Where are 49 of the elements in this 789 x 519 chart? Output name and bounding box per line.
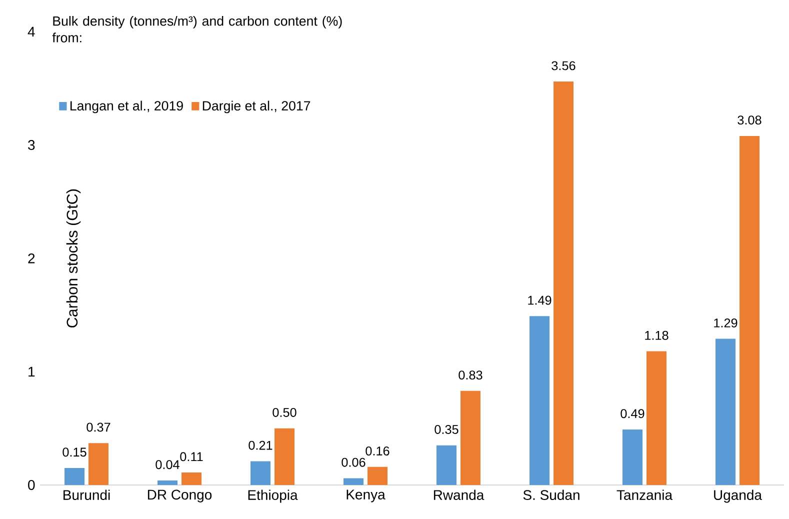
bar: [182, 472, 202, 485]
bar: [158, 480, 178, 485]
bar: [64, 468, 84, 485]
bar: [740, 136, 760, 485]
x-tick-label: Uganda: [714, 490, 762, 503]
bar: [436, 445, 456, 485]
bar: [460, 390, 480, 485]
data-label: 0.21: [248, 440, 272, 450]
y-tick-label: 0: [28, 480, 35, 490]
data-label: 1.29: [714, 318, 738, 328]
data-label: 0.50: [272, 408, 296, 417]
data-label: 3.56: [552, 61, 576, 70]
bar: [622, 429, 642, 485]
y-axis-title: Carbon stocks (GtC): [66, 189, 81, 328]
x-tick-label: S. Sudan: [523, 490, 580, 500]
data-label: 0.15: [62, 448, 86, 457]
bar: [368, 466, 388, 485]
x-tick-label: Tanzania: [616, 490, 673, 500]
data-label: 1.49: [528, 296, 552, 305]
data-label: 0.04: [156, 460, 180, 470]
bar: [715, 338, 736, 485]
bar: [250, 461, 270, 485]
data-label: 0.49: [620, 409, 644, 418]
x-tick-label: DR Congo: [148, 490, 212, 502]
y-tick-label: 1: [28, 366, 35, 376]
bar: [88, 443, 108, 485]
x-tick-label: Rwanda: [434, 490, 484, 500]
bar: [274, 428, 294, 485]
legend-label: Dargie et al., 2017: [202, 100, 310, 114]
y-tick-label: 3: [28, 140, 35, 150]
data-label: 0.16: [366, 446, 390, 456]
legend-label: Langan et al., 2019: [70, 100, 183, 114]
data-label: 1.18: [645, 330, 668, 340]
x-tick-label: Burundi: [64, 490, 110, 500]
data-label: 0.37: [86, 422, 110, 432]
data-label: 0.11: [180, 452, 203, 462]
data-label: 3.08: [738, 116, 762, 125]
bar: [344, 478, 364, 485]
y-tick-label: 4: [28, 26, 35, 36]
bar: [554, 82, 574, 485]
bar: [646, 351, 666, 485]
data-label: 0.35: [434, 424, 458, 434]
data-label: 0.83: [458, 370, 482, 380]
legend-title: Bulk density (tonnes/m³) and carbon content (%) from:: [52, 16, 342, 42]
y-tick-label: 2: [28, 253, 35, 264]
bar: [530, 316, 550, 485]
x-tick-label: Kenya: [346, 490, 386, 502]
data-label: 0.06: [342, 458, 366, 467]
x-tick-label: Ethiopia: [248, 490, 298, 503]
